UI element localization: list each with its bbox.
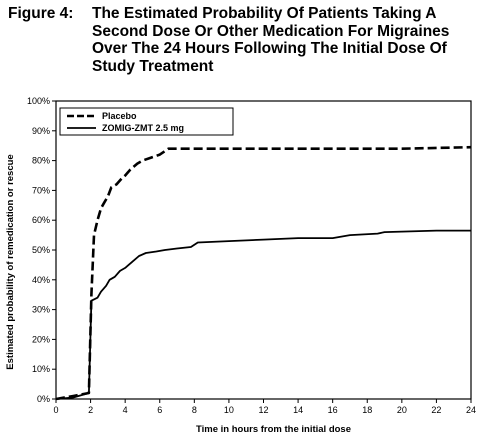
y-tick-label: 40% <box>32 275 50 285</box>
y-tick-label: 20% <box>32 334 50 344</box>
x-tick-label: 2 <box>88 405 93 415</box>
y-axis-label: Estimated probability of remedication or… <box>5 154 16 369</box>
y-tick-label: 30% <box>32 305 50 315</box>
y-tick-label: 10% <box>32 364 50 374</box>
legend-label: ZOMIG-ZMT 2.5 mg <box>102 123 184 133</box>
y-tick-label: 70% <box>32 185 50 195</box>
series-line-zomig-zmt-2-5-mg <box>55 229 471 400</box>
y-tick-label: 60% <box>32 215 50 225</box>
x-tick-label: 20 <box>397 405 407 415</box>
figure-label: Figure 4: <box>8 5 74 22</box>
x-tick-label: 22 <box>431 405 441 415</box>
x-tick-label: 6 <box>157 405 162 415</box>
figure-title: The Estimated Probability Of Patients Ta… <box>92 5 450 75</box>
x-tick-label: 10 <box>224 405 234 415</box>
legend-box <box>59 107 234 136</box>
x-tick-label: 4 <box>123 405 128 415</box>
y-tick-label: 100% <box>27 96 50 106</box>
x-tick-label: 8 <box>192 405 197 415</box>
y-tick-label: 50% <box>32 245 50 255</box>
x-tick-label: 12 <box>258 405 268 415</box>
x-tick-label: 18 <box>362 405 372 415</box>
y-tick-label: 80% <box>32 156 50 166</box>
x-axis-label: Time in hours from the initial dose <box>196 424 351 435</box>
y-tick-label: 90% <box>32 126 50 136</box>
plot-area-border <box>55 100 472 400</box>
x-tick-label: 0 <box>53 405 58 415</box>
legend-label: Placebo <box>102 111 137 121</box>
y-tick-label: 0% <box>37 394 50 404</box>
x-tick-label: 14 <box>293 405 303 415</box>
x-tick-label: 24 <box>466 405 476 415</box>
x-tick-label: 16 <box>328 405 338 415</box>
